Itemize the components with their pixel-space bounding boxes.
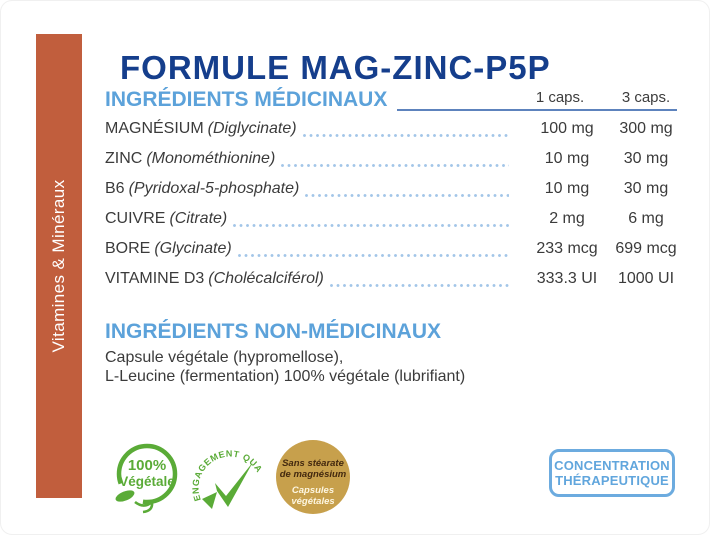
therapeutic-concentration-box: CONCENTRATION THÉRAPEUTIQUE [549,449,675,497]
category-label: Vitamines & Minéraux [49,179,68,353]
value-3caps: 6 mg [628,210,664,227]
vegetale-line1: 100% [128,457,166,474]
value-1caps: 100 mg [540,120,594,137]
ingredient-form: (Pyridoxal-5-phosphate) [128,180,300,197]
medicinal-heading: INGRÉDIENTS MÉDICINAUX [105,88,388,111]
check-icon [215,462,253,507]
ingredient-name: BORE [105,240,151,257]
gold-circle [276,440,350,514]
ingredient-form: (Cholécalciférol) [208,270,324,287]
header-rule: 1 caps. 3 caps. [397,89,677,111]
non-medicinal-section: INGRÉDIENTS NON-MÉDICINAUX Capsule végét… [105,321,677,386]
svg-text:ENGAGEMENT QUALITÉ: ENGAGEMENT QUALITÉ [189,439,265,502]
vegetale-line2: Végétale [119,474,175,489]
leaf-swirl-icon [134,499,154,514]
non-medicinal-heading: INGRÉDIENTS NON-MÉDICINAUX [105,320,442,343]
dotted-leader [302,134,509,137]
qualite-arc-text: ENGAGEMENT QUALITÉ [189,439,264,502]
column-header-3caps: 3 caps. [621,89,671,106]
dotted-leader [237,254,509,257]
sans-stearate-line1: Sans stéarate [282,458,345,469]
non-medicinal-line-1: Capsule végétale (hypromellose), [105,349,344,366]
leaf-icon [115,490,135,502]
medicinal-table-rows: MAGNÉSIUM (Diglycinate) 100 mg 300 mg ZI… [105,114,677,294]
ingredient-name: VITAMINE D3 [105,270,205,287]
table-row: VITAMINE D3 (Cholécalciférol) 333.3 UI 1… [105,264,677,294]
value-1caps: 233 mcg [536,240,598,257]
value-3caps: 30 mg [623,180,669,197]
sans-stearate-line2: de magnésium [280,469,347,480]
sans-stearate-line3: Capsules [292,485,334,496]
vegetale-badge-icon: 100% Végétale [115,443,178,514]
dotted-leader [305,194,509,197]
page-title: FORMULE MAG-ZINC-P5P [120,49,551,87]
sans-stearate-line4: végétales [291,496,334,507]
thera-line1: CONCENTRATION [554,458,670,473]
badges-row: 100% Végétale ENGAGEMENT QUALITÉ Sans st… [111,439,351,521]
ingredient-form: (Citrate) [169,210,228,227]
value-3caps: 30 mg [623,150,669,167]
medicinal-table-header: INGRÉDIENTS MÉDICINAUX 1 caps. 3 caps. [105,89,677,111]
sans-stearate-badge-icon: Sans stéarate de magnésium Capsules végé… [276,440,350,514]
category-sidebar: Vitamines & Minéraux [36,34,82,498]
value-1caps: 10 mg [544,150,590,167]
ingredient-name: MAGNÉSIUM [105,120,204,137]
value-1caps: 10 mg [544,180,590,197]
thera-line2: THÉRAPEUTIQUE [555,473,669,488]
table-row: CUIVRE (Citrate) 2 mg 6 mg [105,204,677,234]
ingredient-name: ZINC [105,150,143,167]
value-3caps: 1000 UI [617,270,675,287]
value-1caps: 2 mg [549,210,585,227]
dotted-leader [329,284,509,287]
vegetale-circle [116,443,178,505]
value-3caps: 699 mcg [615,240,677,257]
table-row: B6 (Pyridoxal-5-phosphate) 10 mg 30 mg [105,174,677,204]
ingredient-form: (Monométhionine) [146,150,276,167]
value-1caps: 333.3 UI [536,270,598,287]
table-row: BORE (Glycinate) 233 mcg 699 mcg [105,234,677,264]
medicinal-ingredients-section: INGRÉDIENTS MÉDICINAUX 1 caps. 3 caps. M… [105,89,677,294]
dotted-leader [281,164,509,167]
ingredient-form: (Diglycinate) [207,120,297,137]
column-header-1caps: 1 caps. [535,89,585,106]
value-3caps: 300 mg [619,120,673,137]
table-row: ZINC (Monométhionine) 10 mg 30 mg [105,144,677,174]
table-row: MAGNÉSIUM (Diglycinate) 100 mg 300 mg [105,114,677,144]
qualite-badge-icon: ENGAGEMENT QUALITÉ [189,439,265,509]
non-medicinal-line-2: L-Leucine (fermentation) 100% végétale (… [105,368,466,385]
check-arrow-icon [202,492,217,509]
ingredient-form: (Glycinate) [154,240,232,257]
ingredient-name: B6 [105,180,125,197]
ingredient-name: CUIVRE [105,210,166,227]
dotted-leader [233,224,509,227]
